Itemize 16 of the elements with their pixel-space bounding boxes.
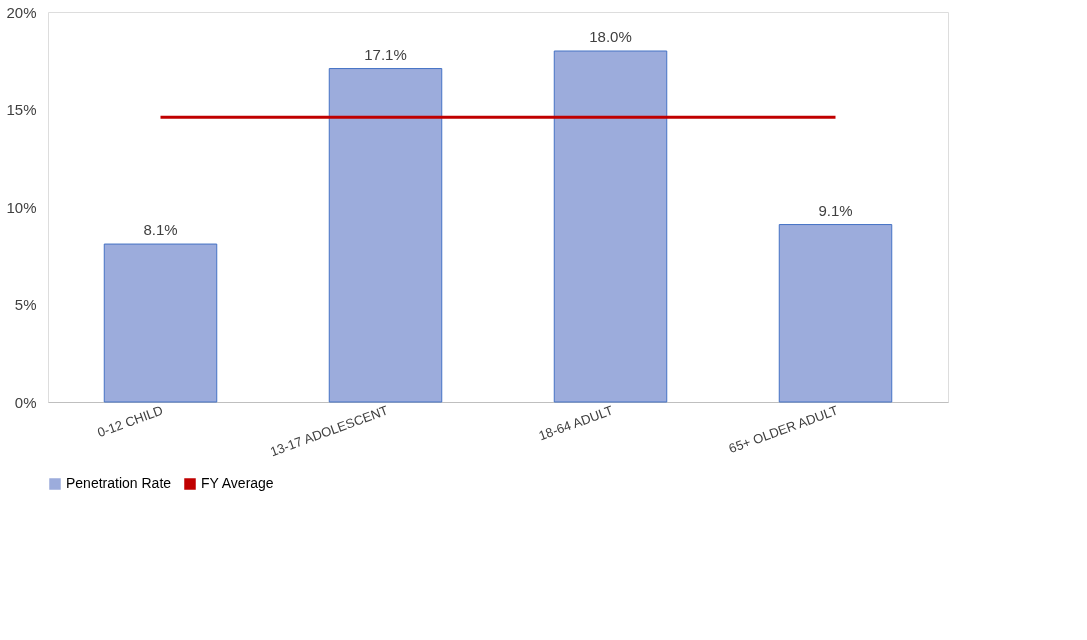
y-tick-label: 15% — [6, 101, 37, 118]
legend-label: FY Average — [201, 475, 274, 491]
bar — [778, 224, 893, 403]
bar — [553, 50, 668, 403]
data-label: 8.1% — [143, 221, 178, 239]
x-tick-label: 0-12 CHILD — [95, 402, 165, 441]
y-tick-label: 20% — [6, 3, 37, 21]
bar — [103, 243, 218, 403]
y-tick-label: 0% — [14, 393, 37, 411]
legend-label: Penetration Rate — [66, 475, 172, 491]
bar — [328, 68, 443, 403]
y-tick-label: 10% — [6, 198, 37, 216]
data-label: 18.0% — [589, 28, 632, 45]
y-tick-label: 5% — [14, 296, 37, 313]
data-label: 17.1% — [364, 45, 407, 63]
data-label: 9.1% — [818, 201, 853, 219]
